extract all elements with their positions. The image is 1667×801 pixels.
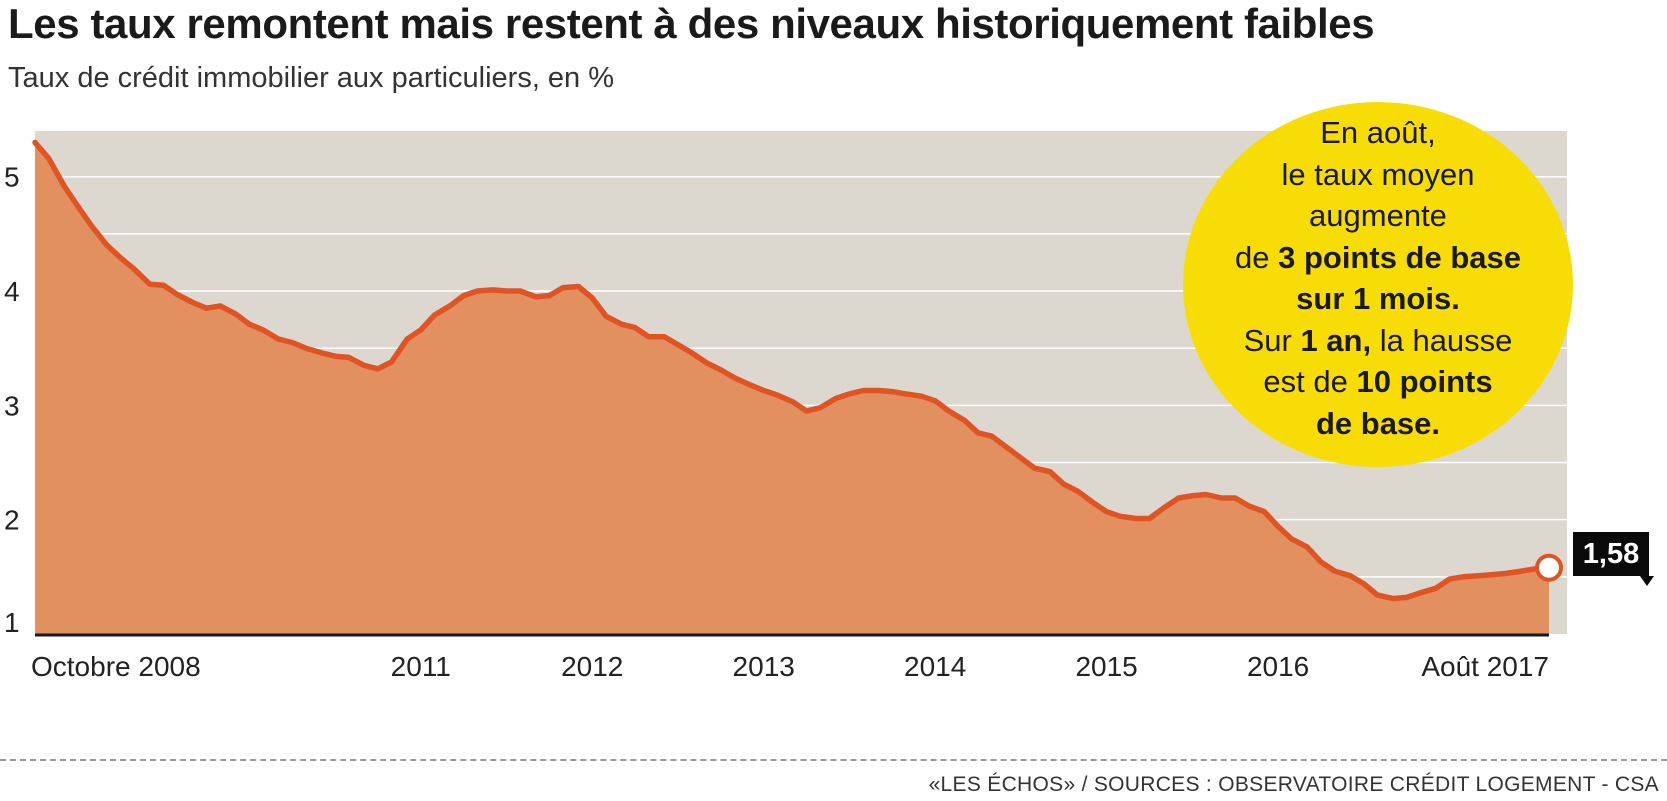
callout-bold-part: 1 an,: [1300, 322, 1372, 358]
callout-text: En août, le taux moyen augmente de 3 poi…: [1183, 112, 1573, 444]
x-tick-label: 2012: [561, 651, 623, 682]
x-tick-label: 2014: [904, 651, 966, 682]
chart-title: Les taux remontent mais restent à des ni…: [8, 0, 1375, 47]
area-fill: [35, 142, 1549, 634]
callout-line: de 3 points de base: [1183, 237, 1573, 279]
callout-bold-part: 10 points: [1356, 364, 1493, 399]
callout-text-part: est de: [1263, 364, 1357, 399]
y-tick-label: 2: [4, 505, 20, 536]
y-tick-label: 4: [4, 276, 20, 307]
callout-bubble: [1183, 102, 1573, 467]
x-tick-label: Août 2017: [1421, 651, 1549, 682]
callout-line: est de 10 points: [1183, 361, 1573, 403]
x-tick-label: 2016: [1247, 651, 1309, 682]
callout-line: de base.: [1183, 403, 1573, 445]
callout-bold-part: de base.: [1315, 405, 1441, 441]
callout-text-part: de: [1234, 239, 1279, 275]
x-tick-label: 2011: [391, 651, 451, 682]
source-credit: «LES ÉCHOS» / SOURCES : OBSERVATOIRE CRÉ…: [928, 773, 1659, 796]
footer-separator: [0, 759, 1667, 761]
callout-line: En août,: [1320, 115, 1436, 150]
x-tick-label: 2015: [1075, 651, 1137, 682]
y-tick-label: 5: [4, 162, 20, 193]
callout-bold-part: sur 1 mois.: [1296, 281, 1460, 316]
callout-line: Sur 1 an, la hausse: [1183, 320, 1573, 362]
callout-line: sur 1 mois.: [1183, 278, 1573, 320]
x-axis-ticks: Octobre 2008 2011 2012 2013 2014 2015 2016 Août…: [31, 651, 1549, 682]
y-axis-ticks: 1 2 3 4 5: [4, 162, 20, 638]
chart-subtitle: Taux de crédit immobilier aux particulie…: [8, 62, 615, 94]
series-line: [32, 139, 1552, 602]
callout-text-part: la hausse: [1371, 322, 1513, 358]
callout-line: augmente: [1309, 198, 1447, 233]
callout-bold-part: 3 points de base: [1278, 239, 1521, 275]
y-tick-label: 3: [4, 390, 20, 421]
last-value-badge: 1,58: [1573, 532, 1654, 586]
x-tick-label: 2013: [733, 651, 795, 682]
y-tick-label: 1: [4, 607, 20, 638]
callout-line: le taux moyen: [1281, 156, 1475, 192]
x-tick-label: Octobre 2008: [31, 651, 201, 682]
callout-text-part: Sur: [1243, 322, 1301, 358]
last-point-marker: [1535, 553, 1563, 582]
